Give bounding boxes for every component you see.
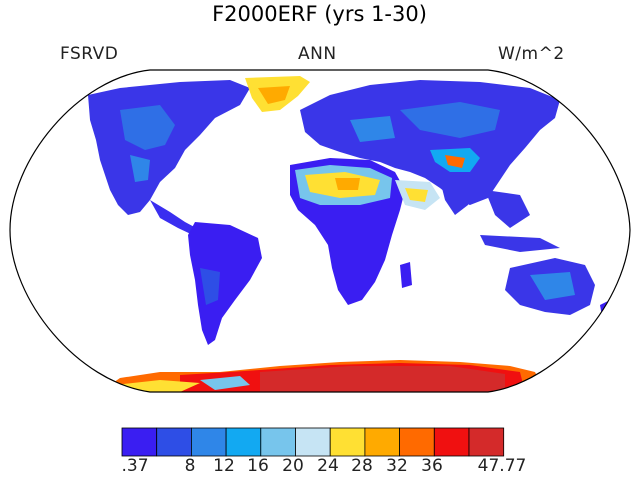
colorbar-swatch (329, 427, 366, 457)
colorbar-swatch (225, 427, 262, 457)
figure-title: F2000ERF (yrs 1-30) (212, 2, 427, 26)
colorbar-tick-label: 24 (317, 456, 339, 476)
colorbar-tick-label: 12 (213, 456, 235, 476)
colorbar-tick-label: 20 (282, 456, 304, 476)
variable-label: FSRVD (60, 44, 119, 64)
units-label: W/m^2 (498, 44, 565, 64)
land-central-america (150, 200, 200, 236)
colorbar-swatch (364, 427, 400, 457)
map-border (9, 69, 631, 393)
colorbar-swatch (121, 427, 158, 457)
colorbar-swatch (190, 427, 227, 457)
colorbar-swatch (399, 427, 435, 457)
colorbar-swatch (433, 427, 470, 457)
colorbar-swatch (156, 427, 192, 457)
colorbar-tick-label: 47.77 (477, 456, 527, 476)
colorbar-tick-label: .37 (121, 456, 149, 476)
land-south-america (188, 222, 262, 345)
colorbar-tick-label: 16 (247, 456, 269, 476)
colorbar-swatch (468, 427, 505, 457)
colorbar-swatch (295, 427, 331, 457)
colorbar-tick-label: 36 (421, 456, 443, 476)
colorbar-tick-label: 8 (184, 456, 196, 476)
colorbar-tick-label: 28 (351, 456, 373, 476)
season-label: ANN (298, 44, 337, 64)
colorbar-swatch (260, 427, 296, 457)
colorbar-tick-label: 32 (386, 456, 408, 476)
